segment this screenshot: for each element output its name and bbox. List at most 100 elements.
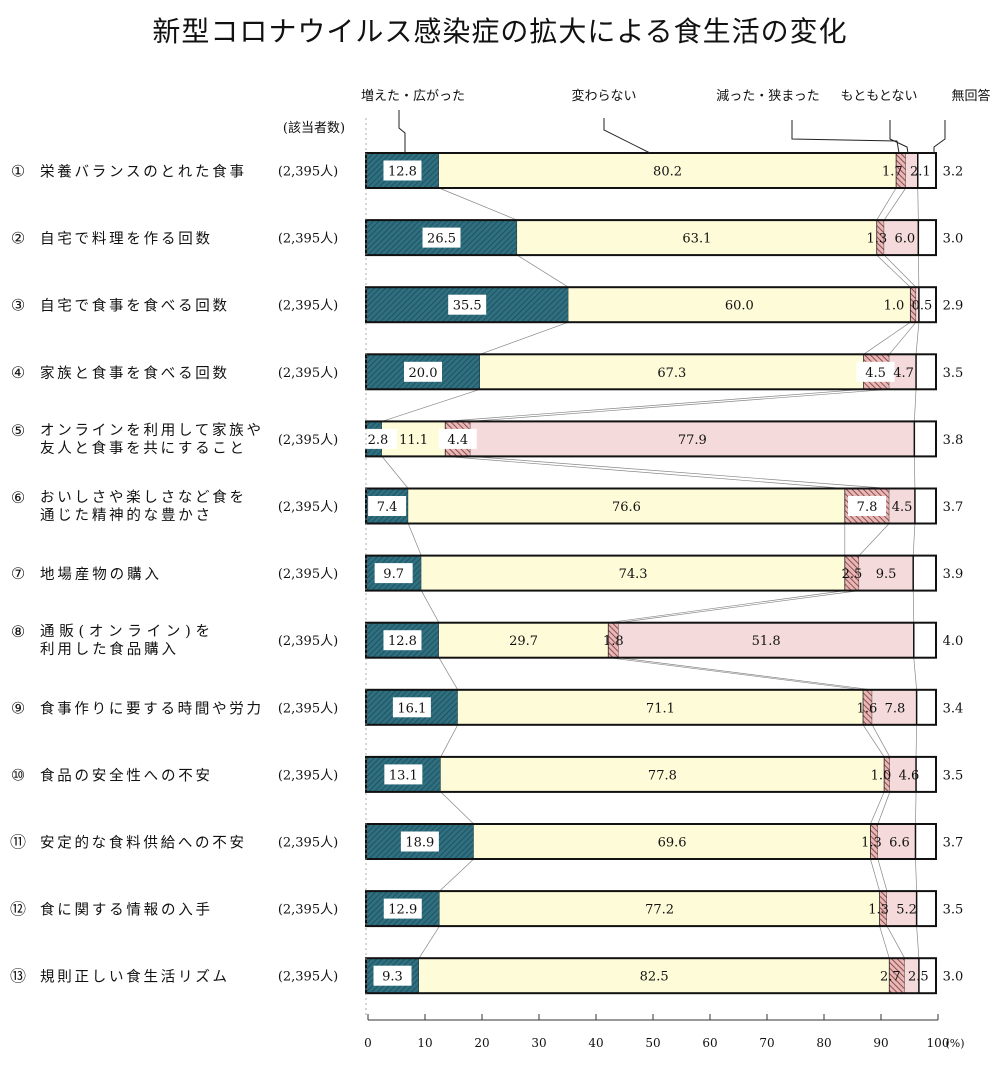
- value-label-unchanged: 74.3: [619, 567, 648, 582]
- bar-outline: [365, 957, 937, 995]
- x-tick-label: 0: [364, 1036, 372, 1050]
- value-label-increased: 12.9: [388, 903, 417, 918]
- connector-line: [915, 791, 917, 825]
- respondent-count: (2,395人): [278, 701, 338, 716]
- connector-line: [470, 456, 890, 489]
- bar-outline: [365, 621, 937, 659]
- category-label: 栄養バランスのとれた食事: [40, 163, 244, 181]
- respondent-count: (2,395人): [278, 433, 338, 448]
- value-label-decreased: 1.8: [603, 634, 624, 649]
- bar-outline: [365, 688, 937, 726]
- value-label-never-had: 9.5: [876, 567, 897, 582]
- bar-segment-unchanged: [568, 287, 911, 323]
- value-label-decreased: 7.8: [857, 500, 878, 515]
- connector-line: [470, 388, 890, 422]
- legend-label: 無回答: [951, 88, 990, 104]
- value-label-decreased: 4.4: [447, 433, 468, 448]
- respondent-count: (2,395人): [278, 500, 338, 515]
- category-number: ⑧: [11, 622, 25, 641]
- bar-segment-unchanged: [473, 824, 871, 859]
- bar-segment-unchanged: [419, 958, 890, 994]
- connector-line: [915, 724, 917, 757]
- value-label-no-answer: 3.0: [943, 232, 964, 247]
- value-label-bg: [392, 697, 431, 718]
- value-label-unchanged: 77.8: [648, 768, 677, 783]
- bar-segment-never-had: [889, 756, 917, 792]
- value-label-no-answer: 3.7: [943, 500, 964, 515]
- value-label-decreased: 1.7: [882, 165, 903, 180]
- value-label-bg: [400, 831, 439, 852]
- connector-line: [479, 321, 569, 355]
- legend-leader-line: [933, 120, 946, 153]
- category-label: 食に関する情報の入手: [40, 902, 210, 919]
- bar-segment-unchanged: [440, 756, 885, 792]
- category-number: ①: [11, 162, 25, 181]
- respondent-count: (2,395人): [278, 836, 338, 851]
- value-label-never-had: 4.5: [892, 500, 913, 515]
- category-number: ⑤: [11, 421, 25, 440]
- connector-line: [439, 858, 474, 892]
- bar-segment-never-had: [618, 622, 914, 658]
- value-label-never-had: 2.5: [908, 970, 929, 985]
- bar-outline: [365, 152, 937, 189]
- bar-segment-never-had: [859, 555, 914, 591]
- legend-label: 増えた・広がった: [361, 89, 465, 104]
- category-number: ⑥: [11, 488, 25, 507]
- bar-segment-never-had: [872, 689, 917, 725]
- connector-line: [618, 657, 873, 691]
- value-label-never-had: 6.6: [889, 836, 910, 851]
- connector-line: [608, 590, 845, 624]
- connector-line: [407, 523, 422, 556]
- category-label: 食品の安全性への不安: [40, 766, 210, 784]
- respondent-count: (2,395人): [278, 567, 338, 582]
- value-label-unchanged: 71.1: [646, 701, 675, 716]
- x-unit-label: (%): [945, 1037, 964, 1050]
- connector-line: [913, 389, 917, 422]
- category-number: ⑪: [10, 833, 26, 852]
- bar-segment-unchanged: [421, 555, 845, 591]
- x-tick-label: 90: [873, 1036, 888, 1050]
- bar-segment-unchanged: [480, 354, 864, 390]
- connector-line: [440, 724, 459, 758]
- value-label-never-had: 51.8: [752, 634, 781, 649]
- category-label: 地場産物の購入: [40, 566, 159, 583]
- value-label-never-had: 6.0: [894, 232, 915, 247]
- value-label-increased: 12.8: [388, 634, 417, 649]
- legend-leader-line: [889, 120, 909, 154]
- category-number: ⑦: [11, 564, 25, 583]
- value-label-unchanged: 69.6: [658, 836, 687, 851]
- connector-line: [879, 925, 890, 959]
- connector-line: [618, 590, 860, 624]
- connector-line: [516, 254, 569, 288]
- respondent-count: (2,395人): [278, 366, 338, 381]
- category-label: おいしさや楽しさなど食を: [40, 489, 244, 506]
- bar-segment-never-had: [470, 421, 915, 457]
- value-label-unchanged: 67.3: [657, 366, 686, 381]
- connector-line: [876, 187, 897, 221]
- value-label-no-answer: 3.2: [943, 165, 964, 180]
- legend-leader-line: [398, 110, 406, 153]
- x-tick-label: 40: [588, 1036, 603, 1050]
- value-label-no-answer: 3.5: [943, 366, 964, 381]
- legend-label: 減った・狭まった: [716, 88, 819, 104]
- legend-label: もともとない: [840, 89, 917, 104]
- value-label-bg: [422, 227, 461, 248]
- connector-line: [912, 590, 915, 623]
- connector-line: [917, 255, 920, 288]
- value-label-unchanged: 60.0: [725, 299, 754, 314]
- respondent-count: (2,395人): [278, 299, 338, 314]
- bar-segment-never-had: [904, 958, 919, 994]
- respondents-header: (該当者数): [283, 120, 345, 136]
- value-label-decreased: 1.6: [857, 701, 878, 716]
- value-label-unchanged: 77.2: [645, 903, 674, 918]
- value-label-no-answer: 3.7: [943, 836, 964, 851]
- connector-line: [913, 456, 916, 489]
- value-label-unchanged: 29.7: [509, 634, 538, 649]
- value-label-no-answer: 3.4: [943, 701, 964, 716]
- connector-line: [420, 590, 440, 623]
- bar-segment-unchanged: [408, 488, 845, 524]
- connector-line: [438, 657, 459, 690]
- category-number: ⑨: [11, 698, 25, 717]
- category-number: ③: [11, 296, 25, 315]
